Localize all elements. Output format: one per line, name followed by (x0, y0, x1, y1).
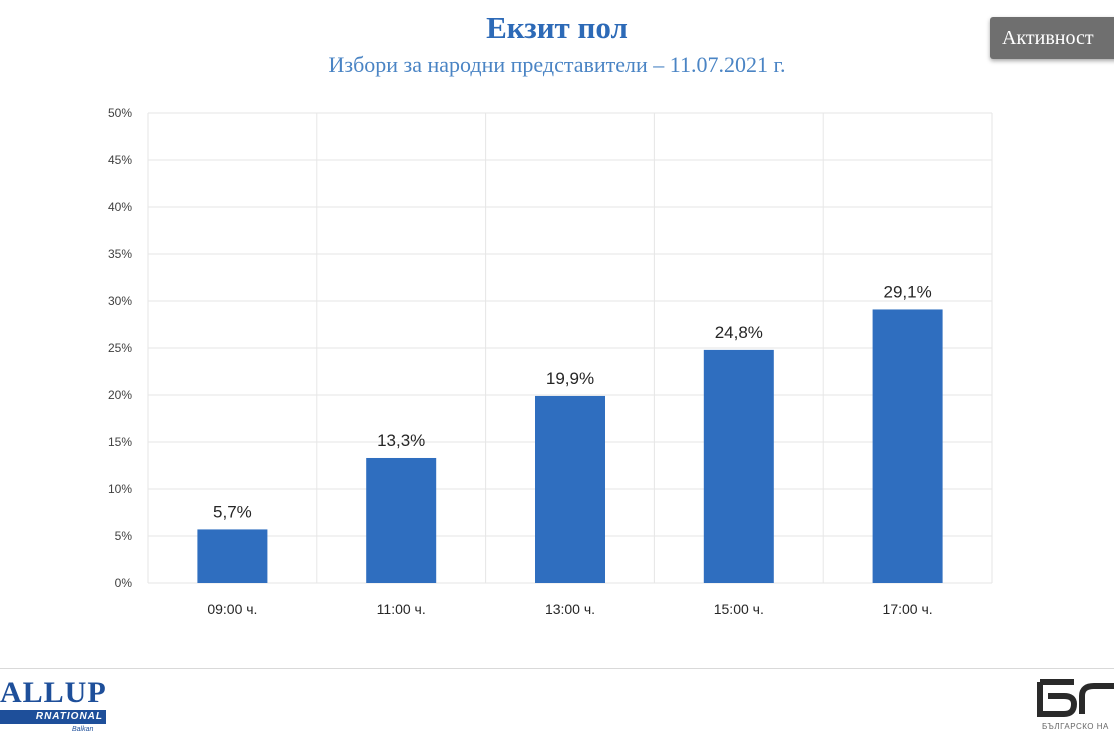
gallup-logo: ALLUP RNATIONAL Balkan (0, 676, 112, 742)
bar (535, 395, 605, 583)
data-label: 13,3% (377, 431, 425, 450)
data-label: 19,9% (546, 369, 594, 388)
bar (366, 457, 437, 583)
x-tick-label: 17:00 ч. (883, 601, 933, 617)
activity-tab-button[interactable]: Активност (990, 17, 1114, 59)
y-tick-label: 35% (108, 247, 132, 261)
y-tick-label: 15% (108, 435, 132, 449)
x-tick-label: 11:00 ч. (377, 601, 426, 617)
bar (703, 349, 774, 583)
y-tick-label: 20% (108, 388, 132, 402)
data-label: 24,8% (715, 323, 763, 342)
y-tick-label: 25% (108, 341, 132, 355)
chart-title: Екзит пол (486, 10, 628, 45)
bar (197, 529, 268, 583)
y-tick-label: 5% (115, 529, 133, 543)
gallup-logo-bar: RNATIONAL (0, 710, 106, 724)
x-tick-label: 13:00 ч. (545, 601, 595, 617)
y-tick-label: 30% (108, 294, 132, 308)
gallup-logo-text: ALLUP (0, 676, 107, 709)
bnr-logo-caption: БЪЛГАРСКО НА (1042, 722, 1109, 731)
bar-chart: 0% 5% 10% 15% 20% 25% 30% 35% 40% 45% 50% 5,7% 09:00… (108, 106, 993, 617)
y-tick-label: 40% (108, 200, 132, 214)
footer-divider (0, 668, 1114, 669)
gallup-logo-subtext: Balkan (72, 726, 94, 733)
y-tick-label: 10% (108, 482, 132, 496)
chart-subtitle: Избори за народни представители – 11.07.… (328, 52, 786, 77)
data-label: 29,1% (883, 282, 931, 301)
bnr-logo: БЪЛГАРСКО НА (1034, 676, 1114, 742)
x-tick-label: 15:00 ч. (714, 601, 764, 617)
data-label: 5,7% (213, 502, 252, 521)
y-tick-label: 50% (108, 106, 132, 120)
bar (872, 309, 943, 583)
y-tick-label: 0% (115, 576, 133, 590)
bnr-logo-icon (1037, 679, 1114, 717)
y-tick-label: 45% (108, 153, 132, 167)
x-tick-label: 09:00 ч. (207, 601, 257, 617)
